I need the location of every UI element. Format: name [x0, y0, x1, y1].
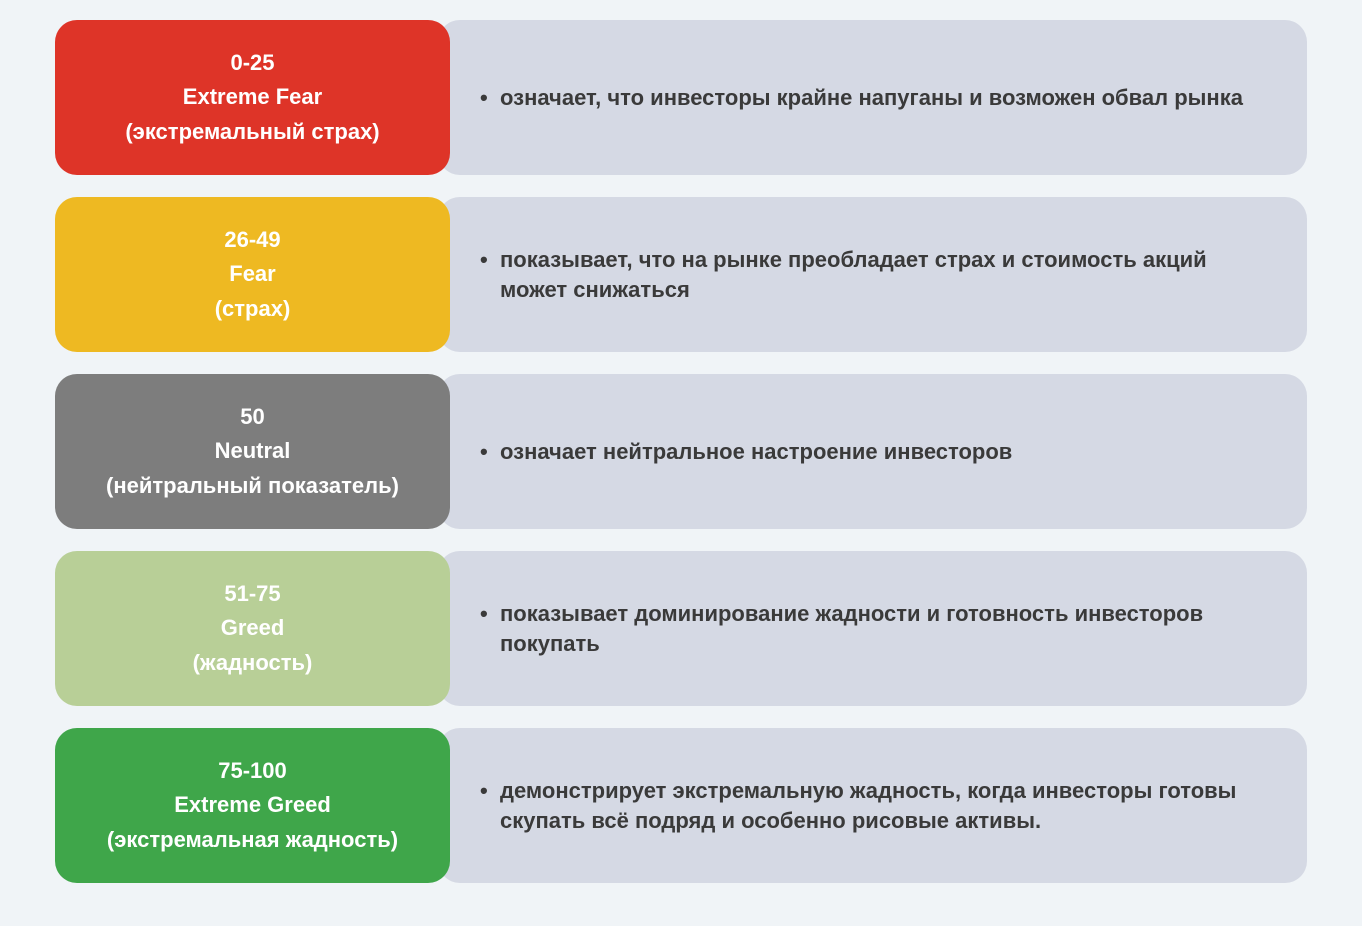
fear-greed-infographic: 0-25 Extreme Fear (экстремальный страх) …: [55, 20, 1307, 883]
level-range: 51-75: [224, 577, 280, 611]
level-description-box: означает, что инвесторы крайне напуганы …: [438, 20, 1307, 175]
level-row-fear: 26-49 Fear (страх) показывает, что на ры…: [55, 197, 1307, 352]
level-badge-extreme-greed: 75-100 Extreme Greed (экстремальная жадн…: [55, 728, 450, 883]
level-label-en: Neutral: [215, 434, 291, 468]
level-label-ru: (нейтральный показатель): [106, 469, 399, 503]
level-row-extreme-fear: 0-25 Extreme Fear (экстремальный страх) …: [55, 20, 1307, 175]
level-badge-neutral: 50 Neutral (нейтральный показатель): [55, 374, 450, 529]
level-range: 75-100: [218, 754, 287, 788]
level-range: 50: [240, 400, 264, 434]
level-description-text: показывает, что на рынке преобладает стр…: [478, 245, 1267, 304]
level-description-box: демонстрирует экстремальную жадность, ко…: [438, 728, 1307, 883]
level-label-en: Fear: [229, 257, 275, 291]
level-label-en: Extreme Greed: [174, 788, 331, 822]
level-label-ru: (экстремальный страх): [125, 115, 379, 149]
level-label-en: Greed: [221, 611, 285, 645]
level-row-greed: 51-75 Greed (жадность) показывает домини…: [55, 551, 1307, 706]
level-description-text: показывает доминирование жадности и гото…: [478, 599, 1267, 658]
level-range: 0-25: [230, 46, 274, 80]
level-row-extreme-greed: 75-100 Extreme Greed (экстремальная жадн…: [55, 728, 1307, 883]
level-label-en: Extreme Fear: [183, 80, 322, 114]
level-description-box: означает нейтральное настроение инвестор…: [438, 374, 1307, 529]
level-description-text: означает, что инвесторы крайне напуганы …: [478, 83, 1243, 113]
level-badge-fear: 26-49 Fear (страх): [55, 197, 450, 352]
level-badge-greed: 51-75 Greed (жадность): [55, 551, 450, 706]
level-label-ru: (экстремальная жадность): [107, 823, 398, 857]
level-description-text: означает нейтральное настроение инвестор…: [478, 437, 1012, 467]
level-description-box: показывает, что на рынке преобладает стр…: [438, 197, 1307, 352]
level-range: 26-49: [224, 223, 280, 257]
level-label-ru: (страх): [215, 292, 291, 326]
level-description-box: показывает доминирование жадности и гото…: [438, 551, 1307, 706]
level-badge-extreme-fear: 0-25 Extreme Fear (экстремальный страх): [55, 20, 450, 175]
level-label-ru: (жадность): [193, 646, 313, 680]
level-row-neutral: 50 Neutral (нейтральный показатель) озна…: [55, 374, 1307, 529]
level-description-text: демонстрирует экстремальную жадность, ко…: [478, 776, 1267, 835]
